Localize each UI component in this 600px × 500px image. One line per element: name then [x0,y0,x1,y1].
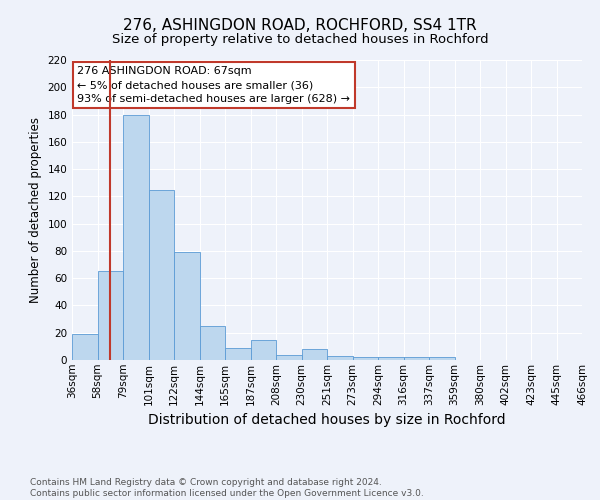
Text: Size of property relative to detached houses in Rochford: Size of property relative to detached ho… [112,32,488,46]
Y-axis label: Number of detached properties: Number of detached properties [29,117,42,303]
Text: 276, ASHINGDON ROAD, ROCHFORD, SS4 1TR: 276, ASHINGDON ROAD, ROCHFORD, SS4 1TR [123,18,477,32]
Bar [404,358,429,360]
Bar [251,340,276,360]
Bar [199,326,225,360]
Bar [327,356,353,360]
Text: Contains HM Land Registry data © Crown copyright and database right 2024.
Contai: Contains HM Land Registry data © Crown c… [30,478,424,498]
Bar [378,358,404,360]
Bar [302,349,327,360]
X-axis label: Distribution of detached houses by size in Rochford: Distribution of detached houses by size … [148,413,506,427]
Bar [353,358,378,360]
Bar [429,358,455,360]
Bar [174,252,199,360]
Bar [225,348,251,360]
Bar [72,334,97,360]
Bar [149,190,174,360]
Text: 276 ASHINGDON ROAD: 67sqm
← 5% of detached houses are smaller (36)
93% of semi-d: 276 ASHINGDON ROAD: 67sqm ← 5% of detach… [77,66,350,104]
Bar [97,272,123,360]
Bar [276,354,302,360]
Bar [123,114,149,360]
